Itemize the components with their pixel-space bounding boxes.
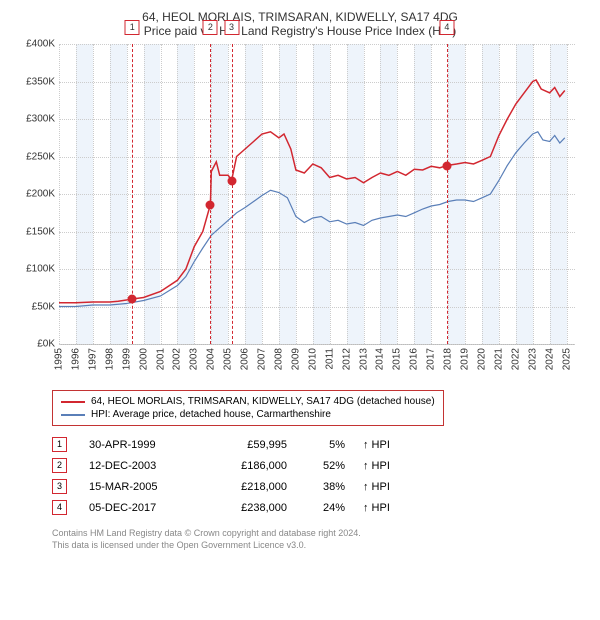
sale-hpi-suffix: ↑ HPI <box>363 502 390 514</box>
x-tick-label: 1996 <box>70 348 81 370</box>
x-tick-label: 2005 <box>223 348 234 370</box>
sale-row: 2 12-DEC-2003 £186,000 52% ↑ HPI <box>52 455 592 476</box>
x-tick-label: 2009 <box>290 348 301 370</box>
marker-box: 2 <box>203 20 218 35</box>
marker-box: 1 <box>125 20 140 35</box>
marker-dot <box>128 295 137 304</box>
chart-area: £0K£50K£100K£150K£200K£250K£300K£350K£40… <box>15 44 585 384</box>
sale-hpi-suffix: ↑ HPI <box>363 481 390 493</box>
sale-hpi-suffix: ↑ HPI <box>363 460 390 472</box>
y-tick-label: £200K <box>26 189 55 200</box>
x-tick-label: 2016 <box>409 348 420 370</box>
sales-table: 1 30-APR-1999 £59,995 5% ↑ HPI 2 12-DEC-2003 £1… <box>52 434 592 518</box>
marker-dot <box>442 161 451 170</box>
x-tick-label: 2011 <box>324 348 335 370</box>
sale-pct: 5% <box>305 439 345 451</box>
x-tick-label: 2002 <box>172 348 183 370</box>
x-tick-label: 2024 <box>544 348 555 370</box>
legend-swatch <box>61 401 85 403</box>
attribution-line2: This data is licensed under the Open Gov… <box>52 540 592 552</box>
legend-label: HPI: Average price, detached house, Carm… <box>91 409 331 420</box>
sale-row: 1 30-APR-1999 £59,995 5% ↑ HPI <box>52 434 592 455</box>
y-tick-label: £400K <box>26 39 55 50</box>
x-tick-label: 2004 <box>206 348 217 370</box>
x-tick-label: 2001 <box>155 348 166 370</box>
plot-region: 1234 <box>59 44 575 345</box>
x-tick-label: 2025 <box>561 348 572 370</box>
sale-marker: 2 <box>52 458 67 473</box>
sale-row: 4 05-DEC-2017 £238,000 24% ↑ HPI <box>52 497 592 518</box>
attribution: Contains HM Land Registry data © Crown c… <box>52 528 592 551</box>
y-tick-label: £50K <box>32 301 55 312</box>
x-tick-label: 2008 <box>273 348 284 370</box>
x-tick-label: 2012 <box>341 348 352 370</box>
x-tick-label: 2010 <box>307 348 318 370</box>
x-tick-label: 2023 <box>527 348 538 370</box>
sale-marker: 1 <box>52 437 67 452</box>
title-block: 64, HEOL MORLAIS, TRIMSARAN, KIDWELLY, S… <box>8 10 592 38</box>
x-tick-label: 2014 <box>375 348 386 370</box>
x-tick-label: 1998 <box>104 348 115 370</box>
y-tick-label: £150K <box>26 226 55 237</box>
sale-price: £59,995 <box>217 439 287 451</box>
marker-vline <box>447 44 448 344</box>
sale-pct: 38% <box>305 481 345 493</box>
series-hpi <box>59 132 565 307</box>
sale-marker: 3 <box>52 479 67 494</box>
sale-date: 05-DEC-2017 <box>89 502 199 514</box>
legend-row: HPI: Average price, detached house, Carm… <box>61 408 435 421</box>
sale-price: £238,000 <box>217 502 287 514</box>
x-tick-label: 2015 <box>392 348 403 370</box>
title-subtitle: Price paid vs. HM Land Registry's House … <box>8 24 592 38</box>
x-tick-label: 2017 <box>426 348 437 370</box>
marker-dot <box>227 176 236 185</box>
x-tick-label: 2019 <box>460 348 471 370</box>
x-tick-label: 2000 <box>138 348 149 370</box>
sale-row: 3 15-MAR-2005 £218,000 38% ↑ HPI <box>52 476 592 497</box>
x-axis: 1995199619971998199920002001200220032004… <box>59 344 575 384</box>
sale-marker: 4 <box>52 500 67 515</box>
series-property <box>59 80 565 303</box>
y-tick-label: £0K <box>37 339 55 350</box>
y-tick-label: £250K <box>26 151 55 162</box>
marker-dot <box>206 200 215 209</box>
x-tick-label: 1995 <box>54 348 65 370</box>
x-tick-label: 2022 <box>510 348 521 370</box>
y-tick-label: £300K <box>26 114 55 125</box>
x-tick-label: 2021 <box>493 348 504 370</box>
y-tick-label: £350K <box>26 76 55 87</box>
sale-date: 12-DEC-2003 <box>89 460 199 472</box>
sale-pct: 52% <box>305 460 345 472</box>
legend-swatch <box>61 414 85 416</box>
marker-box: 3 <box>224 20 239 35</box>
x-tick-label: 1999 <box>121 348 132 370</box>
marker-vline <box>232 44 233 344</box>
sale-hpi-suffix: ↑ HPI <box>363 439 390 451</box>
sale-date: 15-MAR-2005 <box>89 481 199 493</box>
title-address: 64, HEOL MORLAIS, TRIMSARAN, KIDWELLY, S… <box>8 10 592 24</box>
marker-box: 4 <box>439 20 454 35</box>
sale-date: 30-APR-1999 <box>89 439 199 451</box>
x-tick-label: 2007 <box>257 348 268 370</box>
sale-pct: 24% <box>305 502 345 514</box>
attribution-line1: Contains HM Land Registry data © Crown c… <box>52 528 592 540</box>
x-tick-label: 1997 <box>87 348 98 370</box>
sale-price: £218,000 <box>217 481 287 493</box>
legend-label: 64, HEOL MORLAIS, TRIMSARAN, KIDWELLY, S… <box>91 396 435 407</box>
x-tick-label: 2013 <box>358 348 369 370</box>
legend-row: 64, HEOL MORLAIS, TRIMSARAN, KIDWELLY, S… <box>61 395 435 408</box>
chart-container: 64, HEOL MORLAIS, TRIMSARAN, KIDWELLY, S… <box>0 0 600 561</box>
legend: 64, HEOL MORLAIS, TRIMSARAN, KIDWELLY, S… <box>52 390 444 426</box>
x-tick-label: 2020 <box>476 348 487 370</box>
x-tick-label: 2003 <box>189 348 200 370</box>
x-tick-label: 2006 <box>240 348 251 370</box>
y-axis: £0K£50K£100K£150K£200K£250K£300K£350K£40… <box>15 44 59 344</box>
x-tick-label: 2018 <box>443 348 454 370</box>
marker-vline <box>210 44 211 344</box>
sale-price: £186,000 <box>217 460 287 472</box>
y-tick-label: £100K <box>26 264 55 275</box>
